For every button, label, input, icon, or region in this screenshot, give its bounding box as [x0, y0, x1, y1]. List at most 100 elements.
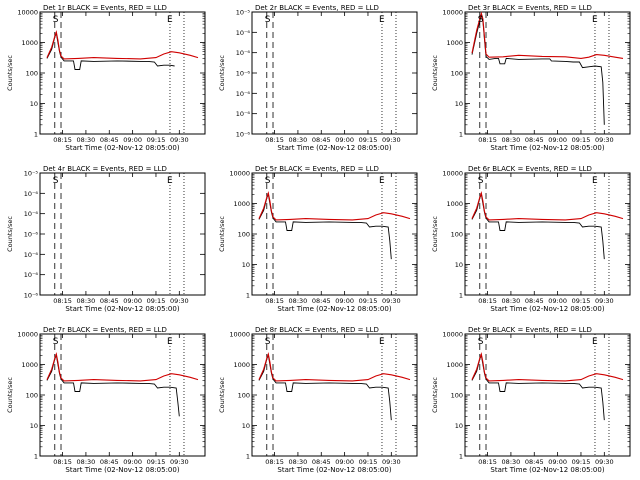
- x-axis-label: Start Time (02-Nov-12 08:05:00): [65, 305, 179, 313]
- x-tick-label: 09:15: [572, 136, 591, 144]
- y-tick-label: 1000: [446, 200, 463, 208]
- end-marker-label: E: [379, 176, 385, 186]
- lld-series-line: [471, 11, 624, 59]
- events-series-line: [258, 192, 392, 260]
- start-marker-label: S: [478, 15, 484, 25]
- start-marker-label: S: [53, 15, 59, 25]
- x-axis-label: Start Time (02-Nov-12 08:05:00): [277, 144, 391, 152]
- x-tick-label: 08:30: [77, 458, 96, 466]
- x-tick-label: 08:45: [100, 297, 119, 305]
- y-tick-label: 10⁻⁵: [24, 170, 39, 178]
- y-tick-label: 1000: [233, 200, 250, 208]
- x-tick-label: 08:15: [265, 136, 284, 144]
- x-tick-label: 09:00: [335, 297, 354, 305]
- lld-series-line: [471, 191, 624, 221]
- events-series-line: [46, 31, 175, 70]
- plot-frame: [251, 11, 418, 135]
- x-tick-label: 09:15: [359, 297, 378, 305]
- y-tick-label: 10000: [442, 9, 463, 17]
- plot-title: Det 1r BLACK = Events, RED = LLD: [43, 4, 167, 12]
- y-tick-label: 1000: [446, 361, 463, 369]
- x-tick-label: 08:30: [77, 297, 96, 305]
- start-marker-label: S: [53, 337, 59, 347]
- y-tick-label: 1000: [446, 39, 463, 47]
- x-tick-label: 09:00: [335, 136, 354, 144]
- x-axis-label: Start Time (02-Nov-12 08:05:00): [490, 144, 604, 152]
- panel-det2r: Det 2r BLACK = Events, RED = LLD 10⁻⁶ 10⁻⁶…: [218, 4, 418, 152]
- y-tick-label: 1: [246, 292, 250, 300]
- y-tick-label: 10⁻⁶: [24, 292, 39, 300]
- x-tick-label: 08:15: [265, 458, 284, 466]
- panel-det4r: Det 4r BLACK = Events, RED = LLD 10⁻⁶ 10⁻⁶…: [6, 165, 206, 313]
- lld-series-line: [46, 30, 199, 60]
- y-axis-label: Counts/sec: [6, 216, 14, 252]
- lld-series-line: [258, 352, 411, 382]
- events-series-line: [46, 353, 180, 417]
- x-tick-label: 08:30: [289, 297, 308, 305]
- end-marker-label: E: [379, 15, 385, 25]
- y-tick-label: 10: [242, 422, 250, 430]
- y-axis-label: Counts/sec: [218, 55, 226, 91]
- x-tick-label: 09:30: [595, 136, 614, 144]
- plot-frame: [251, 333, 418, 457]
- x-tick-label: 08:15: [265, 297, 284, 305]
- y-tick-label: 10000: [442, 331, 463, 339]
- x-tick-label: 09:15: [359, 458, 378, 466]
- lld-series-line: [471, 352, 624, 382]
- y-axis-label: Counts/sec: [431, 377, 439, 413]
- x-tick-label: 08:45: [312, 297, 331, 305]
- x-tick-label: 09:15: [147, 297, 166, 305]
- y-tick-label: 1000: [21, 361, 38, 369]
- x-tick-label: 08:45: [312, 136, 331, 144]
- x-tick-label: 09:30: [595, 458, 614, 466]
- x-tick-label: 09:30: [170, 458, 189, 466]
- start-marker-label: S: [265, 176, 271, 186]
- panel-det7r: Det 7r BLACK = Events, RED = LLD 1 10 100 10…: [6, 326, 206, 474]
- x-tick-label: 09:30: [382, 458, 401, 466]
- y-tick-label: 10⁻⁶: [236, 49, 251, 57]
- y-tick-label: 10⁻⁶: [236, 29, 251, 37]
- y-tick-label: 1: [459, 131, 463, 139]
- y-tick-label: 10: [455, 100, 463, 108]
- y-tick-label: 1: [459, 453, 463, 461]
- x-tick-label: 08:15: [53, 458, 72, 466]
- y-tick-label: 100: [451, 70, 463, 78]
- y-tick-label: 10⁻⁶: [236, 110, 251, 118]
- plot-frame: [464, 333, 631, 457]
- y-tick-label: 10000: [17, 331, 38, 339]
- y-tick-label: 10000: [229, 331, 250, 339]
- y-axis-label: Counts/sec: [431, 55, 439, 91]
- x-tick-label: 09:15: [147, 458, 166, 466]
- y-tick-label: 1: [459, 292, 463, 300]
- x-axis-label: Start Time (02-Nov-12 08:05:00): [65, 466, 179, 474]
- x-tick-label: 09:15: [572, 297, 591, 305]
- x-tick-label: 08:45: [100, 136, 119, 144]
- y-tick-label: 100: [238, 392, 250, 400]
- panel-det6r: Det 6r BLACK = Events, RED = LLD 1 10 100 10…: [431, 165, 631, 313]
- y-tick-label: 100: [451, 392, 463, 400]
- x-tick-label: 08:45: [525, 458, 544, 466]
- x-axis-label: Start Time (02-Nov-12 08:05:00): [277, 466, 391, 474]
- y-tick-label: 10⁻⁶: [24, 190, 39, 198]
- end-marker-label: E: [379, 337, 385, 347]
- x-tick-label: 09:15: [359, 136, 378, 144]
- y-tick-label: 10⁻⁶: [236, 70, 251, 78]
- x-tick-label: 09:00: [548, 297, 567, 305]
- plot-title: Det 3r BLACK = Events, RED = LLD: [468, 4, 592, 12]
- x-tick-label: 08:45: [100, 458, 119, 466]
- end-marker-label: E: [592, 176, 598, 186]
- x-tick-label: 08:30: [289, 136, 308, 144]
- end-marker-label: E: [167, 176, 173, 186]
- y-axis-label: Counts/sec: [6, 377, 14, 413]
- x-axis-label: Start Time (02-Nov-12 08:05:00): [490, 305, 604, 313]
- y-tick-label: 1000: [21, 39, 38, 47]
- y-tick-label: 10000: [17, 9, 38, 17]
- x-tick-label: 09:00: [123, 136, 142, 144]
- y-tick-label: 1: [246, 453, 250, 461]
- y-tick-label: 10⁻⁶: [24, 251, 39, 259]
- x-tick-label: 08:45: [525, 136, 544, 144]
- x-tick-label: 08:30: [289, 458, 308, 466]
- y-tick-label: 100: [451, 231, 463, 239]
- x-tick-label: 09:00: [123, 458, 142, 466]
